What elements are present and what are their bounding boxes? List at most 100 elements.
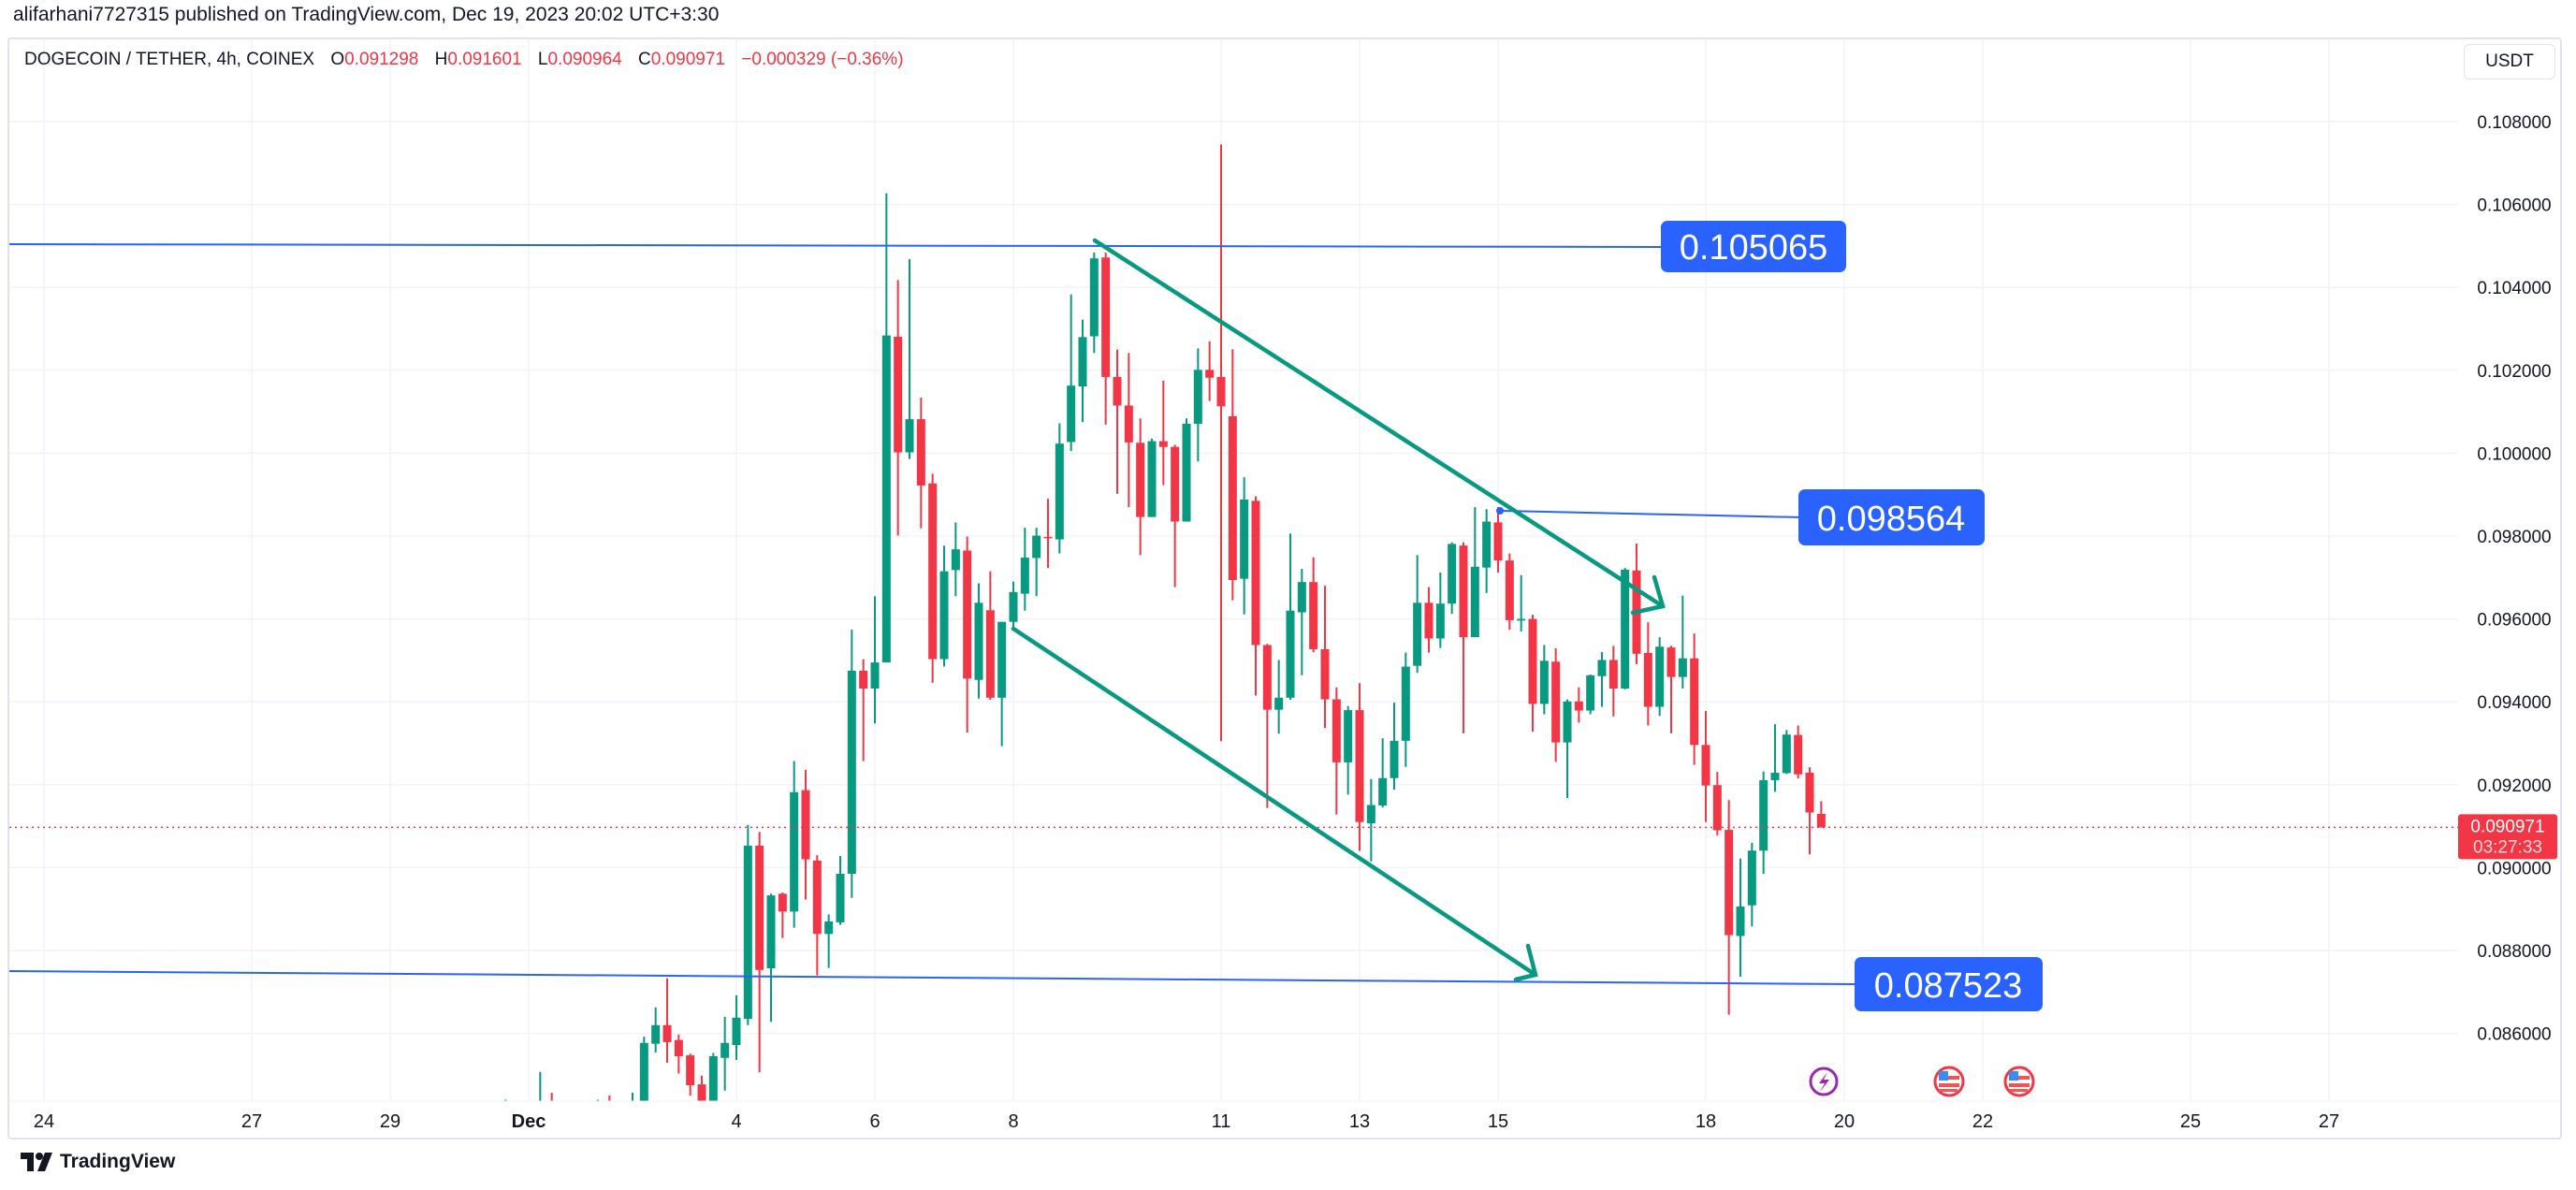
price-tick-label: 0.094000 [2477, 693, 2551, 713]
lower-trend-arrow[interactable] [1011, 626, 1538, 982]
candle-down [1228, 349, 1237, 601]
candle-down [1794, 725, 1803, 779]
candle-up [1597, 652, 1607, 707]
candle-body [697, 1084, 706, 1101]
candle-body [1309, 582, 1318, 649]
candle-body [1355, 710, 1364, 822]
open-value: 0.091298 [344, 50, 419, 69]
resistance-line[interactable] [8, 243, 1662, 248]
candle-body [1448, 544, 1457, 604]
candle-up [1286, 533, 1295, 700]
candle-down [1320, 586, 1330, 729]
support-line[interactable] [8, 970, 1857, 985]
candle-down [1643, 622, 1652, 726]
candle-body [812, 860, 822, 935]
candle-down [1309, 557, 1318, 653]
candle-body [939, 571, 949, 660]
candle-up [1517, 574, 1526, 631]
candle-body [1089, 258, 1099, 337]
current-price-value: 0.090971 [2470, 817, 2544, 836]
candle-up [708, 1052, 718, 1101]
symbol-title[interactable]: DOGECOIN / TETHER, 4h, COINEX [24, 50, 315, 69]
upper-trend-arrow[interactable] [1092, 238, 1666, 616]
us-flag-icon[interactable] [2003, 1066, 2035, 1097]
candle-down [617, 1104, 625, 1125]
candle-up [1032, 528, 1041, 597]
candle-body [1608, 660, 1618, 689]
symbol-legend: DOGECOIN / TETHER, 4h, COINEX O0.091298 … [24, 50, 904, 69]
candle-body [594, 1108, 603, 1116]
close-value: 0.090971 [650, 50, 725, 69]
candle-body [1240, 500, 1249, 579]
candle-body [847, 670, 856, 875]
candle-down [1608, 646, 1618, 717]
price-tick-label: 0.088000 [2477, 942, 2551, 962]
candle-up [560, 1104, 568, 1125]
candle-up [639, 1037, 648, 1101]
candle-body [778, 893, 787, 912]
price-axis[interactable]: 0.108000 0.106000 0.104000 0.102000 0.100000… [2477, 113, 2551, 1045]
time-axis[interactable]: 24 27 29 Dec 4 6 8 11 13 15 18 20 22 25 27 [34, 1111, 2339, 1132]
candle-up [1621, 568, 1630, 689]
candle-body [1539, 660, 1549, 704]
candle-up [582, 1108, 590, 1128]
candle-up [905, 259, 914, 459]
candle-body [1482, 521, 1492, 568]
candle-body [1193, 370, 1202, 424]
candle-body [870, 662, 880, 689]
time-tick-label: 25 [2180, 1111, 2201, 1132]
candle-body [1505, 560, 1514, 620]
candle-up [1782, 730, 1791, 775]
candle-up [651, 1007, 661, 1052]
candle-body [836, 874, 845, 922]
candle-body [1390, 740, 1399, 778]
candle-up [939, 545, 949, 667]
level-low-label: 0.087523 [1874, 966, 2023, 1006]
tradingview-logo-icon [21, 1153, 52, 1171]
candle-body [1517, 618, 1526, 621]
time-tick-label: 6 [869, 1111, 880, 1132]
candle-up [1297, 568, 1306, 675]
tradingview-logo[interactable]: TradingView [21, 1151, 175, 1173]
candle-body [1182, 423, 1191, 522]
us-flag-icon[interactable] [1933, 1066, 1965, 1097]
candle-body [1055, 443, 1064, 540]
candle-body [1020, 558, 1029, 594]
candle-up [951, 522, 960, 597]
candle-down [1690, 633, 1699, 765]
candle-body [639, 1042, 648, 1101]
candle-down [755, 832, 764, 1073]
candle-down [1424, 587, 1434, 653]
candle-body [1205, 370, 1215, 378]
candle-body [859, 670, 868, 689]
candle-up [881, 193, 891, 663]
candle-body [1794, 734, 1803, 775]
time-tick-label: 22 [1972, 1111, 1993, 1132]
currency-button[interactable]: USDT [2464, 44, 2555, 80]
level-low-drawing[interactable]: 0.087523 [8, 957, 2043, 1011]
candle-body [997, 621, 1007, 698]
candle-up [743, 824, 752, 1025]
candle-down [662, 978, 672, 1064]
level-high-drawing[interactable]: 0.105065 [8, 221, 1846, 272]
candle-up [504, 1099, 507, 1101]
candle-up [1770, 724, 1780, 792]
candle-body [1759, 779, 1768, 851]
candle-down [1205, 341, 1215, 401]
candle-body [1297, 582, 1306, 613]
candle-up [1193, 348, 1202, 462]
price-tick-label: 0.104000 [2477, 279, 2551, 298]
candle-body [881, 335, 891, 663]
lightning-icon[interactable] [1809, 1067, 1839, 1096]
candle-down [985, 571, 995, 700]
candle-body [1101, 257, 1111, 377]
candle-up [1147, 438, 1157, 517]
candle-body [629, 1108, 637, 1116]
candle-body [720, 1042, 730, 1058]
candle-up [539, 1071, 542, 1101]
mid-level-line[interactable] [1499, 510, 1803, 518]
level-mid-drawing[interactable]: 0.098564 [1496, 489, 1985, 545]
candle-down [812, 855, 822, 976]
candle-body [686, 1055, 695, 1085]
